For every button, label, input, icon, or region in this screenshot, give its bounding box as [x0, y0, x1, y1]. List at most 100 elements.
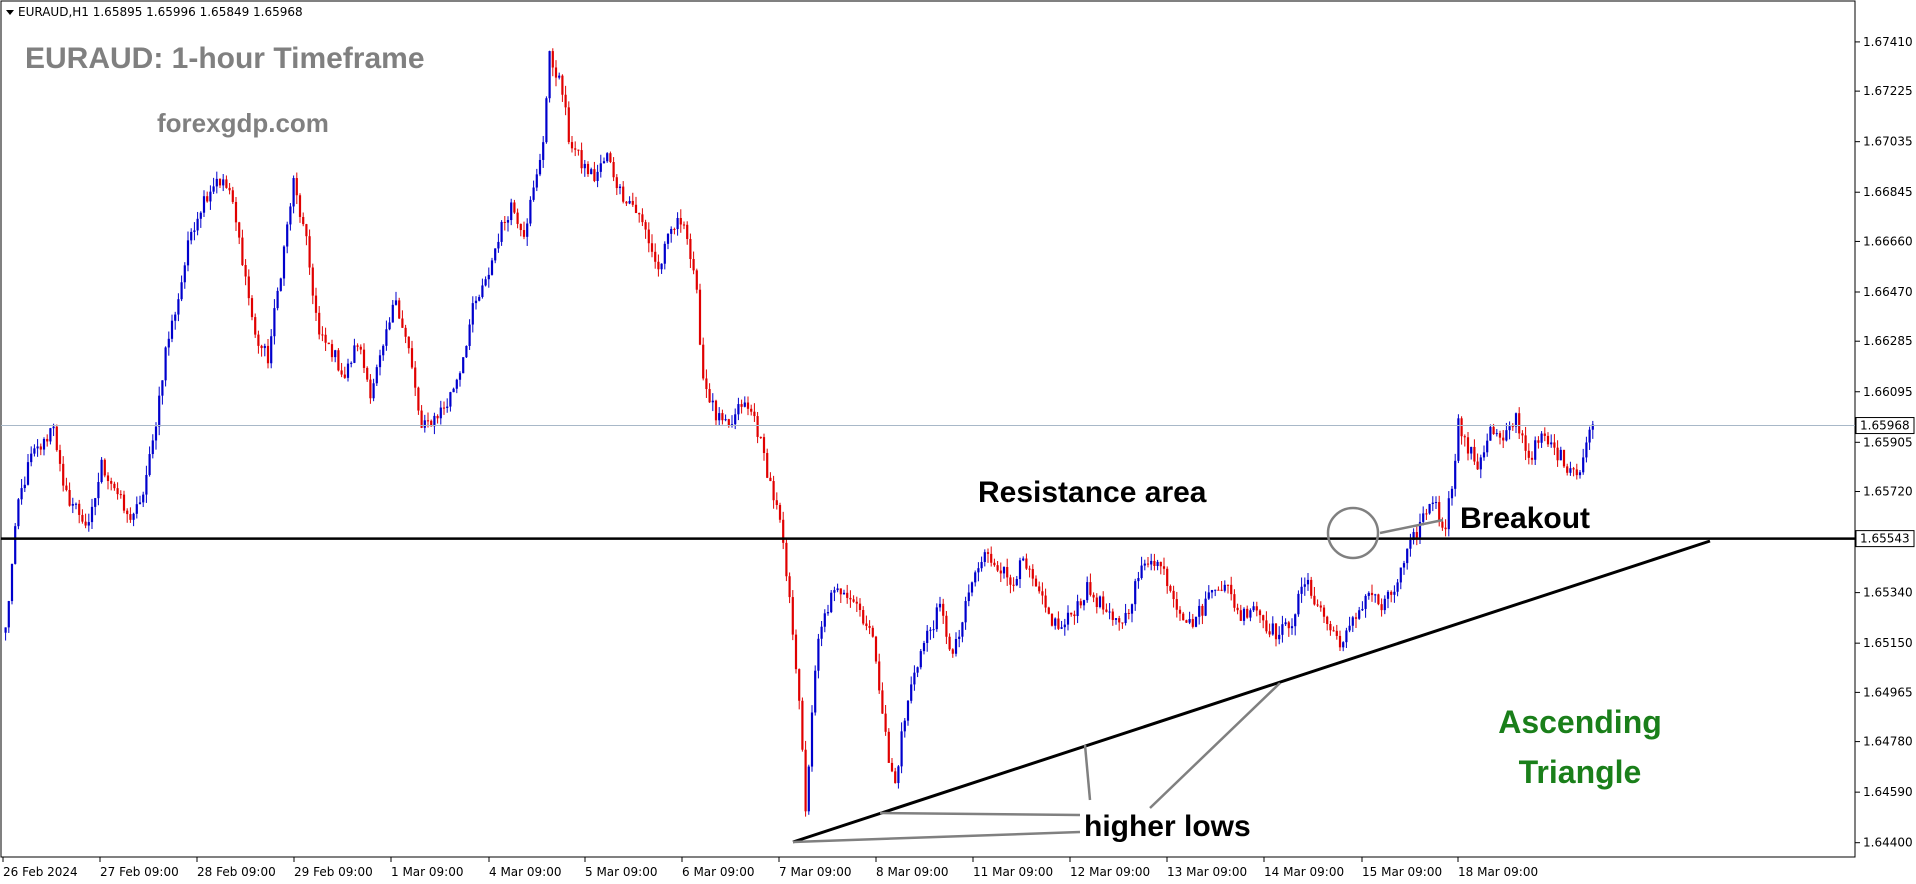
candle-body	[190, 231, 193, 241]
candle-body	[350, 362, 353, 364]
chart-title: EURAUD: 1-hour Timeframe	[25, 42, 425, 75]
candle-body	[938, 603, 942, 608]
candle-body	[1191, 619, 1194, 627]
candle-body	[935, 607, 938, 630]
candle-body	[820, 626, 823, 639]
candle-body	[894, 771, 897, 784]
candle-body	[52, 426, 55, 429]
y-tick-label: 1.67410	[1863, 35, 1913, 49]
candle-body	[660, 263, 663, 270]
candle-body	[673, 228, 676, 230]
candle-body	[385, 329, 388, 346]
candle-body	[782, 519, 785, 543]
candle-body	[862, 609, 865, 624]
candle-body	[1108, 611, 1111, 613]
candle-body	[625, 201, 628, 204]
higher-lows-pointer	[1083, 744, 1092, 801]
candle-body	[289, 206, 292, 225]
candle-body	[1495, 433, 1498, 435]
candle-body	[257, 334, 260, 346]
candle-body	[878, 661, 881, 691]
candle-body	[295, 178, 298, 196]
candle-body	[1399, 567, 1402, 583]
candle-body	[1054, 618, 1057, 626]
candle-body	[97, 482, 100, 499]
candle-body	[241, 237, 244, 266]
candle-body	[324, 334, 327, 343]
candle-body	[1121, 622, 1124, 624]
candle-body	[1290, 626, 1294, 629]
candle-body	[430, 420, 433, 427]
candle-body	[276, 290, 279, 309]
candle-body	[711, 400, 714, 403]
candle-body	[215, 178, 218, 187]
candle-body	[750, 408, 753, 412]
candle-body	[308, 236, 311, 268]
candle-body	[1505, 430, 1508, 441]
dropdown-triangle-icon[interactable]	[6, 10, 14, 15]
x-tick-label: 28 Feb 09:00	[197, 865, 276, 879]
candle-body	[1153, 560, 1156, 566]
candle-body	[161, 380, 164, 396]
candle-body	[737, 404, 740, 415]
candle-body	[263, 345, 266, 349]
candle-body	[1169, 586, 1172, 591]
candle-body	[282, 246, 286, 279]
candle-body	[1348, 625, 1351, 631]
candle-body	[615, 177, 618, 189]
candle-body	[1444, 527, 1447, 530]
candle-body	[657, 261, 660, 270]
candle-body	[551, 51, 554, 68]
candle-body	[458, 373, 462, 380]
candle-body	[474, 300, 478, 304]
x-tick-label: 27 Feb 09:00	[100, 865, 179, 879]
candle-body	[1137, 578, 1140, 582]
resistance-price-tag: 1.65543	[1855, 530, 1915, 548]
x-tick-label: 4 Mar 09:00	[489, 865, 562, 879]
candle-body	[833, 590, 836, 593]
candle-body	[26, 462, 30, 485]
candle-body	[478, 297, 481, 301]
candle-body	[1009, 577, 1012, 585]
candle-body	[612, 162, 615, 178]
candle-body	[68, 490, 71, 506]
candle-body	[1028, 568, 1031, 570]
y-tick-label: 1.66845	[1863, 185, 1913, 199]
candle-body	[1255, 606, 1258, 611]
candle-body	[286, 224, 289, 247]
candle-body	[1223, 584, 1226, 591]
candle-body	[292, 178, 295, 207]
x-tick-label: 6 Mar 09:00	[682, 865, 755, 879]
candle-body	[1476, 461, 1479, 470]
candle-body	[654, 251, 657, 262]
candle-body	[260, 345, 263, 349]
candle-body	[1511, 426, 1514, 428]
candle-body	[919, 651, 922, 668]
candle-body	[46, 438, 49, 442]
candle-body	[788, 576, 791, 598]
candle-body	[846, 592, 849, 598]
candle-body	[913, 672, 916, 685]
candle-body	[1540, 433, 1543, 443]
candle-body	[1217, 589, 1220, 591]
candle-body	[1018, 560, 1022, 580]
candle-body	[1287, 622, 1290, 629]
candle-body	[849, 597, 852, 600]
candle-body	[234, 201, 238, 223]
candle-body	[577, 149, 580, 151]
y-tick-label: 1.64590	[1863, 785, 1913, 799]
candle-body	[807, 766, 810, 812]
candle-body	[618, 186, 622, 189]
candle-body	[1550, 442, 1553, 445]
candle-body	[1284, 622, 1287, 625]
candle-body	[554, 67, 558, 78]
candle-body	[186, 240, 190, 266]
candle-body	[398, 300, 401, 319]
candle-body	[343, 374, 346, 378]
candle-body	[401, 318, 404, 328]
candle-body	[1118, 618, 1121, 623]
candle-body	[1095, 597, 1098, 608]
candle-body	[433, 415, 436, 427]
candle-body	[1402, 563, 1406, 568]
